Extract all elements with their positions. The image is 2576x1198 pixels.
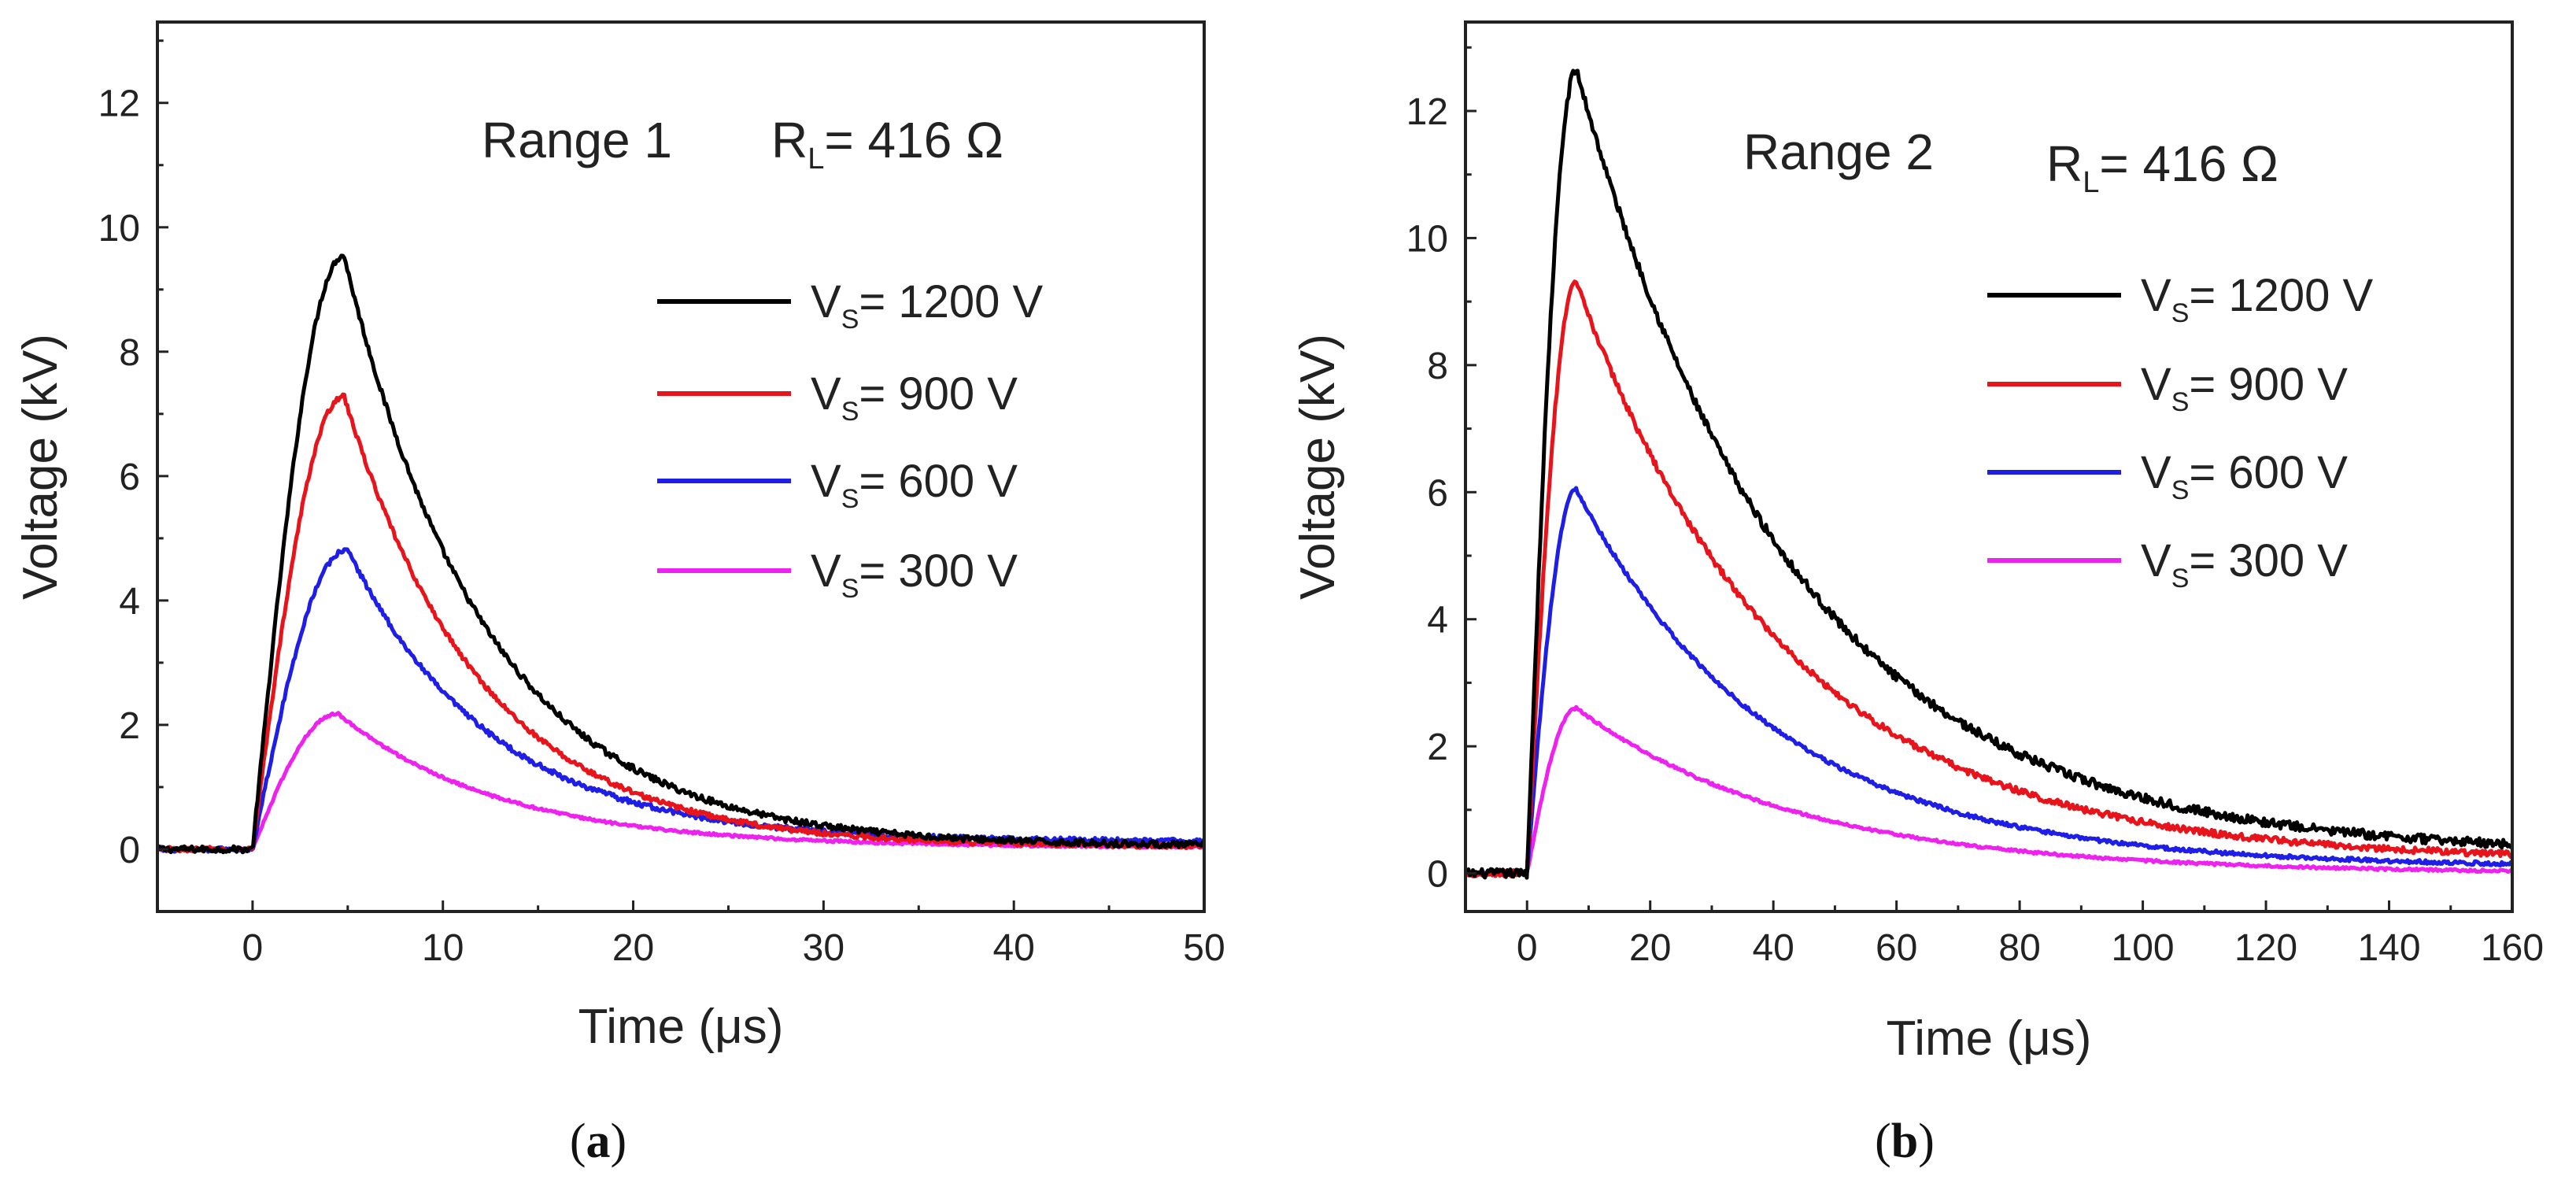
chart-b-legend-item-900: VS= 900 V [1987, 359, 2348, 417]
b-series-line-1200 [1464, 68, 2513, 880]
chart-b-legend-label-1200: VS= 1200 V [2141, 270, 2374, 328]
chart-b-legend: VS= 1200 V VS= 900 V VS= 600 V VS= 300 V [1987, 270, 2374, 593]
chart-a-legend-item-1200: VS= 1200 V [657, 276, 1044, 335]
a-ytick-label: 10 [98, 208, 140, 250]
chart-a-legend: VS= 1200 V VS= 900 V VS= 600 V VS= 300 V [657, 276, 1044, 604]
chart-a-legend-label-1200: VS= 1200 V [811, 276, 1044, 335]
a-ytick-label: 6 [119, 457, 140, 498]
b-xtick-label: 80 [1998, 927, 2040, 969]
b-series-line-600 [1464, 486, 2515, 878]
chart-b-legend-item-300: VS= 300 V [1987, 535, 2348, 593]
b-ytick-label: 12 [1406, 91, 1448, 133]
a-xtick-label: 50 [1183, 927, 1225, 969]
b-xtick-label: 140 [2357, 927, 2420, 969]
a-ytick-label: 8 [119, 332, 140, 374]
chart-a-legend-item-900: VS= 900 V [657, 368, 1018, 427]
chart-b-plot-frame [1464, 20, 2514, 913]
b-ytick-label: 2 [1427, 727, 1448, 768]
b-series-line-300 [1464, 704, 2514, 877]
b-xtick-label: 0 [1517, 927, 1538, 969]
chart-a-xlabel: Time (μs) [578, 1000, 784, 1054]
a-ytick-label: 2 [119, 705, 140, 747]
chart-a-range-label: Range 1 [482, 112, 672, 168]
chart-a-series-layer [155, 253, 1207, 855]
chart-b-xlabel: Time (μs) [1887, 1011, 2092, 1066]
b-xtick-label: 120 [2234, 927, 2297, 969]
chart-b-ticks: 0 20 40 60 80 100 120 140 160 0 2 4 6 8 10 12 [1406, 46, 2544, 969]
chart-b-legend-label-900: VS= 900 V [2141, 359, 2348, 417]
b-xtick-label: 100 [2112, 927, 2175, 969]
a-series-line-300 [157, 711, 1205, 852]
chart-a-ylabel: Voltage (kV) [13, 334, 68, 600]
a-xtick-label: 20 [612, 927, 654, 969]
chart-b-rl-label: RL= 416 Ω [2046, 135, 2278, 199]
b-ytick-label: 4 [1427, 600, 1448, 642]
chart-a-legend-label-600: VS= 600 V [811, 456, 1018, 514]
a-xtick-label: 0 [242, 927, 264, 969]
b-xtick-label: 60 [1876, 927, 1917, 969]
chart-b-legend-label-600: VS= 600 V [2141, 447, 2348, 505]
a-series-line-1200 [155, 253, 1205, 855]
chart-a-legend-label-900: VS= 900 V [811, 368, 1018, 427]
chart-b-legend-label-300: VS= 300 V [2141, 535, 2348, 593]
b-ytick-label: 0 [1427, 854, 1448, 896]
a-ytick-label: 4 [119, 581, 140, 623]
b-ytick-label: 8 [1427, 346, 1448, 387]
chart-a: 0 10 20 30 40 50 0 2 4 6 8 10 12 Voltage (kV) Time (… [13, 20, 1225, 1168]
chart-a-rl-label: RL= 416 Ω [771, 112, 1003, 176]
a-series-line-900 [156, 392, 1207, 854]
b-xtick-label: 20 [1629, 927, 1671, 969]
chart-b: 0 20 40 60 80 100 120 140 160 0 2 4 6 8 10 12 Voltage (… [1291, 20, 2544, 1168]
b-ytick-label: 10 [1406, 218, 1448, 260]
a-xtick-label: 40 [992, 927, 1034, 969]
b-series-line-900 [1465, 279, 2514, 879]
a-ytick-label: 0 [119, 830, 140, 871]
chart-a-ticks: 0 10 20 30 40 50 0 2 4 6 8 10 12 [98, 39, 1225, 969]
chart-b-series-layer [1464, 68, 2515, 880]
chart-b-panel-label: (b) [1875, 1115, 1935, 1168]
chart-b-range-label: Range 2 [1743, 124, 1934, 180]
chart-a-legend-item-600: VS= 600 V [657, 456, 1018, 514]
chart-b-ylabel: Voltage (kV) [1291, 334, 1345, 600]
a-xtick-label: 10 [422, 927, 464, 969]
b-ytick-label: 6 [1427, 472, 1448, 514]
chart-b-legend-item-1200: VS= 1200 V [1987, 270, 2374, 328]
a-xtick-label: 30 [803, 927, 844, 969]
chart-a-panel-label: (a) [570, 1115, 626, 1168]
chart-a-plot-frame [156, 20, 1206, 913]
chart-a-legend-label-300: VS= 300 V [811, 545, 1018, 604]
a-ytick-label: 12 [98, 83, 140, 125]
b-xtick-label: 160 [2481, 927, 2544, 969]
chart-a-legend-item-300: VS= 300 V [657, 545, 1018, 604]
b-xtick-label: 40 [1752, 927, 1794, 969]
chart-b-legend-item-600: VS= 600 V [1987, 447, 2348, 505]
